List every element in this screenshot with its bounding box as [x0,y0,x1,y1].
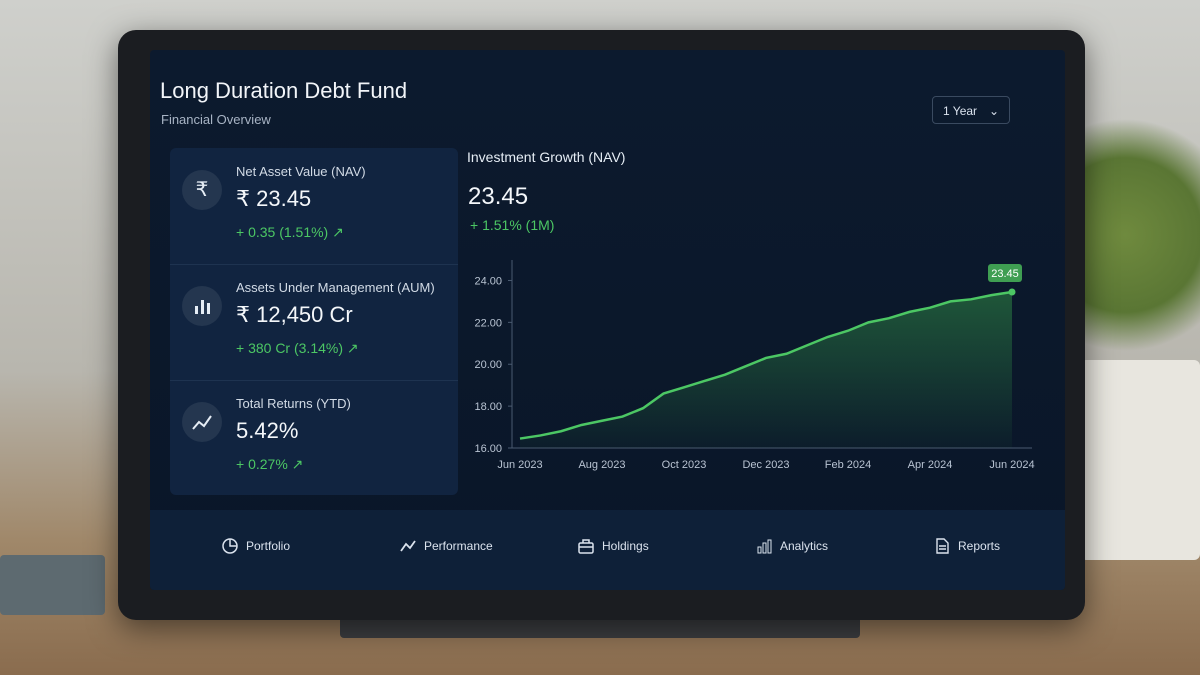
metric-change: + 0.27% ↗ [236,456,304,472]
period-select[interactable]: 1 Year ⌄ [932,96,1010,124]
nav-label: Analytics [780,539,829,553]
metric-cards: ₹ Net Asset Value (NAV) ₹ 23.45 + 0.35 (… [170,148,458,495]
nav-icon [578,539,594,554]
metric-value: ₹ 23.45 [236,186,312,211]
dashboard: Long Duration Debt Fund Financial Overvi… [150,50,1065,590]
books [0,555,105,615]
x-tick-label: Jun 2024 [989,459,1034,471]
nav-item[interactable]: Portfolio [222,538,290,554]
nav-item[interactable]: Reports [934,538,1000,554]
change-text: + 0.27% [236,456,288,472]
page-title: Long Duration Debt Fund [160,78,408,103]
end-point [1008,288,1016,296]
bottom-nav: Portfolio Performance Holdings Analytics Rep… [150,510,1065,590]
nav-label: Reports [958,539,1001,553]
nav-label: Portfolio [246,539,291,553]
metric-label: Assets Under Management (AUM) [236,280,435,295]
metric-value: 5.42% [236,418,299,443]
x-tick-label: Feb 2024 [825,459,871,471]
x-tick-label: Oct 2023 [662,459,707,471]
change-text: + 380 Cr (3.14%) [236,340,343,356]
y-tick-label: 24.00 [474,275,502,287]
nav-item[interactable]: Analytics [756,538,828,554]
metric-card: Total Returns (YTD) 5.42% + 0.27% ↗ [170,380,458,496]
nav-label: Holdings [602,539,649,553]
line [519,290,1013,440]
chart: Investment Growth (NAV) 23.45 + 1.51% (1… [467,149,1035,471]
metric-card: ₹ Net Asset Value (NAV) ₹ 23.45 + 0.35 (… [170,148,458,265]
end-label: 23.45 [991,268,1019,280]
metric-value: ₹ 12,450 Cr [236,302,353,327]
x-tick-label: Apr 2024 [908,459,953,471]
metric-change: + 0.35 (1.51%) ↗ [236,224,344,240]
current-value: 23.45 [468,183,528,210]
metric-icon: ₹ [182,170,222,210]
nav-icon [757,539,772,554]
nav-label: Performance [424,539,493,553]
bar-icon [195,300,210,314]
metric-label: Total Returns (YTD) [236,396,351,411]
metric-label: Net Asset Value (NAV) [236,164,366,179]
x-tick-label: Dec 2023 [742,459,789,471]
plant-pot [1080,360,1200,560]
nav-item[interactable]: Holdings [578,538,649,554]
end-badge [988,263,1022,282]
x-tick-label: Jun 2023 [497,459,542,471]
y-tick-label: 20.00 [474,359,502,371]
nav-icon [936,538,949,554]
chevron: ⌄ [988,104,999,118]
metric-change: + 380 Cr (3.14%) ↗ [236,340,359,356]
change-text: + 0.35 (1.51%) [236,224,329,240]
chart-title: Investment Growth (NAV) [467,149,625,165]
y-tick-label: 16.00 [474,443,502,455]
metric-card: Assets Under Management (AUM) ₹ 12,450 C… [170,264,458,381]
metric-icon [182,402,222,442]
nav-icon [400,540,416,552]
chart-change: + 1.51% (1M) [470,217,554,233]
page-subtitle: Financial Overview [161,112,271,127]
nav-icon [222,538,238,554]
trend-icon [192,415,212,430]
metric-icon [182,286,222,326]
period-label: 1 Year [943,104,978,118]
area [520,291,1012,448]
nav-item[interactable]: Performance [400,538,493,554]
y-tick-label: 18.00 [474,401,502,413]
x-tick-label: Aug 2023 [578,459,625,471]
y-tick-label: 22.00 [474,317,502,329]
